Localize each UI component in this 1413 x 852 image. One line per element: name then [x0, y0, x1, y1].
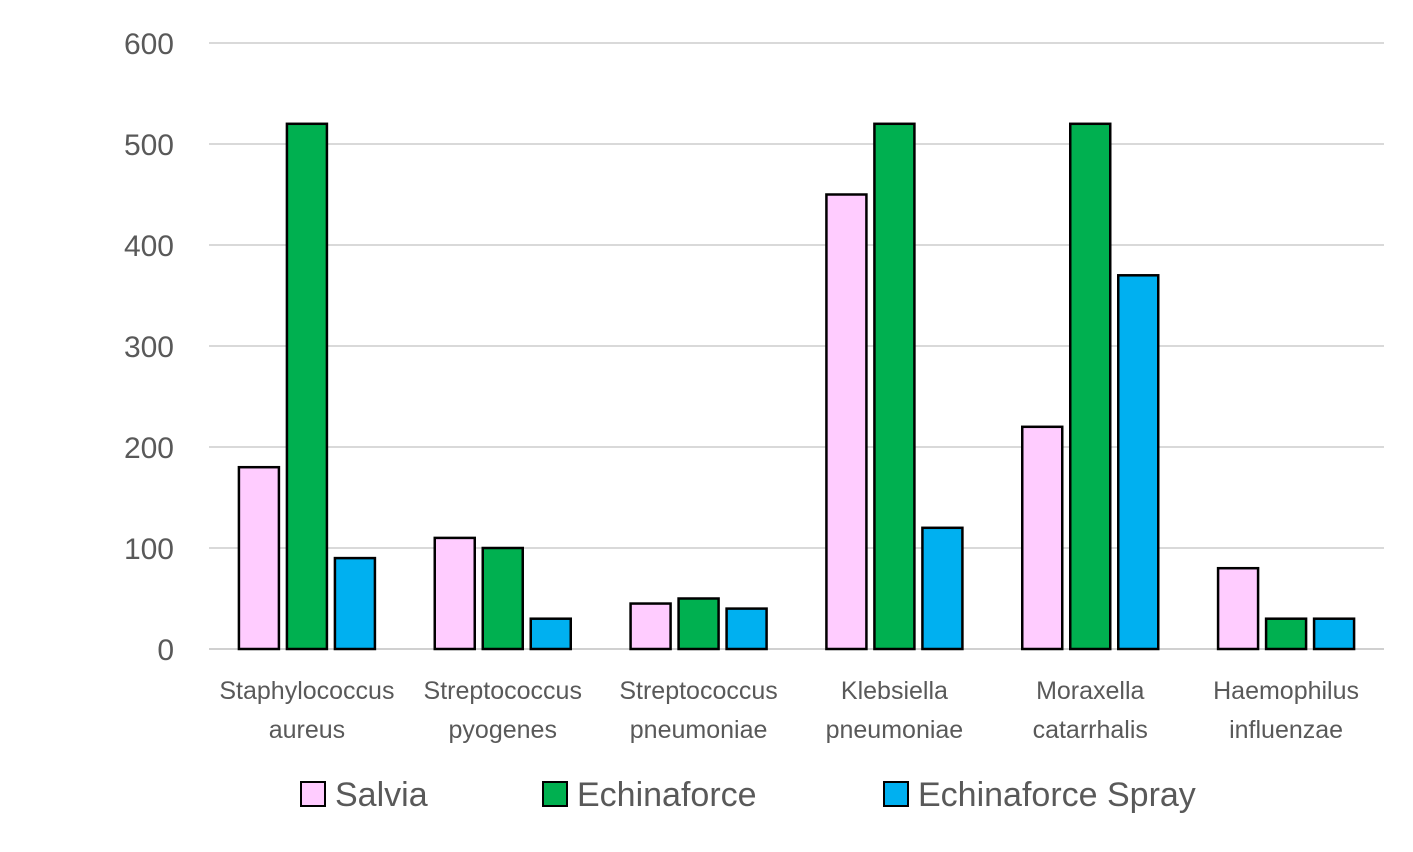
- x-tick-label: catarrhalis: [1033, 716, 1148, 744]
- y-tick-label: 100: [124, 533, 174, 566]
- bar: [825, 193, 868, 651]
- bar: [1312, 617, 1356, 651]
- bar: [1069, 122, 1112, 651]
- y-tick-label: 200: [124, 432, 174, 465]
- bar: [481, 546, 524, 651]
- x-tick-label: Klebsiella: [841, 677, 948, 705]
- bar: [629, 602, 672, 651]
- bar: [1216, 566, 1260, 651]
- y-tick-label: 600: [124, 28, 174, 61]
- legend-swatch: [542, 781, 568, 807]
- bar: [433, 536, 476, 651]
- bar: [677, 597, 720, 651]
- bar: [725, 607, 768, 651]
- y-axis-tick-labels: 0 100 200 300 400 500 600: [124, 28, 174, 667]
- bar: [1021, 425, 1064, 651]
- bar: [1264, 617, 1308, 651]
- x-axis-tick-labels: Staphylococcus aureus Streptococcus pyogene…: [219, 677, 1359, 744]
- y-tick-label: 500: [124, 129, 174, 162]
- y-tick-label: 300: [124, 331, 174, 364]
- bar: [873, 122, 916, 651]
- legend-swatch: [300, 781, 326, 807]
- x-tick-label: pyogenes: [449, 716, 557, 744]
- bars: [237, 122, 1356, 651]
- legend-label: Echinaforce: [577, 776, 757, 814]
- x-tick-label: pneumoniae: [826, 716, 964, 744]
- bar: [237, 465, 281, 651]
- legend-label: Salvia: [335, 776, 428, 814]
- legend: Salvia Echinaforce Echinaforce Spray: [300, 776, 1196, 814]
- x-tick-label: influenzae: [1229, 716, 1343, 744]
- bar: [921, 526, 964, 651]
- y-tick-label: 0: [157, 634, 174, 667]
- bar: [333, 556, 377, 651]
- x-tick-label: Streptococcus: [424, 677, 582, 705]
- y-tick-label: 400: [124, 230, 174, 263]
- x-tick-label: aureus: [269, 716, 345, 744]
- gridlines: [209, 42, 1384, 650]
- legend-swatch: [883, 781, 909, 807]
- x-tick-label: Moraxella: [1036, 677, 1144, 705]
- legend-label: Echinaforce Spray: [918, 776, 1196, 814]
- bar: [1117, 274, 1160, 651]
- bar: [285, 122, 329, 651]
- x-tick-label: Haemophilus: [1213, 677, 1359, 705]
- x-tick-label: Staphylococcus: [219, 677, 394, 705]
- x-tick-label: pneumoniae: [630, 716, 768, 744]
- bar: [529, 617, 572, 651]
- x-tick-label: Streptococcus: [619, 677, 777, 705]
